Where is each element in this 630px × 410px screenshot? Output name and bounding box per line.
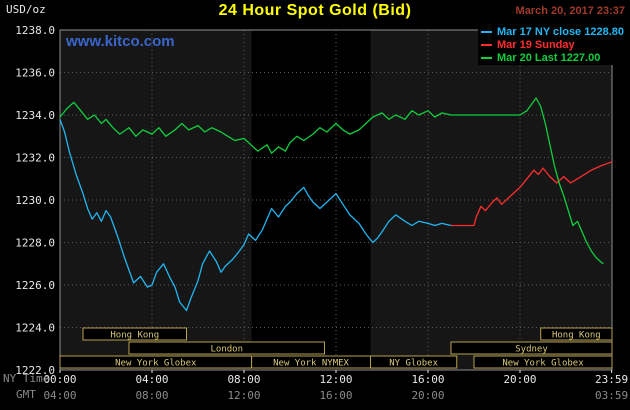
legend-label: Mar 20 Last 1227.00 — [497, 51, 601, 64]
series-mar-20 — [59, 97, 604, 265]
session-label: New York NYMEX — [273, 359, 349, 369]
x-tick-label-secondary: 03:59 — [595, 389, 628, 402]
session-label: Hong Kong — [110, 331, 159, 341]
y-tick-label: 1230.0 — [15, 194, 55, 207]
legend-label: Mar 17 NY close 1228.80 — [497, 25, 624, 38]
session-new-york-globex: New York Globex — [473, 355, 613, 369]
y-tick-label: 1238.0 — [15, 24, 55, 37]
session-ny-globex: NY Globex — [370, 355, 458, 369]
x-tick-label-secondary: 16:00 — [319, 389, 352, 402]
session-box — [473, 355, 613, 369]
legend-item: Mar 20 Last 1227.00 — [481, 51, 624, 64]
chart-legend: Mar 17 NY close 1228.80 Mar 19 Sunday Mar … — [478, 24, 627, 65]
session-label: NY Globex — [389, 359, 438, 369]
session-box — [370, 355, 458, 369]
x-tick-label-secondary: 12:00 — [227, 389, 260, 402]
kitco-watermark-link[interactable]: www.kitco.com — [66, 33, 175, 50]
session-label: Sydney — [515, 345, 548, 355]
x-tick-label-primary: 20:00 — [503, 373, 536, 386]
x-tick-label-secondary: 04:00 — [43, 389, 76, 402]
y-tick-label: 1234.0 — [15, 109, 55, 122]
y-axis-units-label: USD/oz — [6, 3, 46, 16]
x-tick-label-secondary: 20:00 — [411, 389, 444, 402]
x-tick-label-primary: 08:00 — [227, 373, 260, 386]
session-label: New York Globex — [115, 359, 197, 369]
x-tick-label-primary: 12:00 — [319, 373, 352, 386]
y-tick-label: 1232.0 — [15, 152, 55, 165]
x-axis-label-ny-time: NY Time — [3, 372, 50, 385]
y-tick-label: 1226.0 — [15, 279, 55, 292]
session-box — [128, 341, 325, 355]
x-tick-label-primary: 00:00 — [43, 373, 76, 386]
legend-color-dash-icon — [481, 56, 492, 59]
legend-color-dash-icon — [481, 30, 492, 33]
y-tick-label: 1224.0 — [15, 322, 55, 335]
legend-item: Mar 19 Sunday — [481, 38, 624, 51]
legend-color-dash-icon — [481, 43, 492, 46]
session-box — [450, 341, 613, 355]
legend-label: Mar 19 Sunday — [497, 38, 575, 51]
series-mar-17 — [59, 119, 452, 312]
session-label: New York Globex — [502, 359, 584, 369]
x-tick-label-primary: 23:59 — [595, 373, 628, 386]
legend-item: Mar 17 NY close 1228.80 — [481, 25, 624, 38]
x-axis-label-gmt: GMT — [16, 388, 36, 401]
session-hong-kong: Hong Kong — [82, 327, 187, 341]
y-tick-label: 1236.0 — [15, 67, 55, 80]
session-sydney: Sydney — [450, 341, 613, 355]
session-london: London — [128, 341, 325, 355]
session-box — [540, 327, 613, 341]
x-tick-label-primary: 16:00 — [411, 373, 444, 386]
y-tick-label: 1222.0 — [15, 364, 55, 377]
page-title: 24 Hour Spot Gold (Bid) — [218, 2, 412, 19]
session-box — [82, 327, 187, 341]
session-label: Hong Kong — [552, 331, 601, 341]
session-new-york-globex: New York Globex — [59, 355, 253, 369]
series-mar-19 — [451, 161, 613, 227]
y-tick-label: 1228.0 — [15, 237, 55, 250]
session-new-york-nymex: New York NYMEX — [251, 355, 371, 369]
x-tick-label-primary: 04:00 — [135, 373, 168, 386]
session-hong-kong: Hong Kong — [540, 327, 613, 341]
x-tick-label-secondary: 08:00 — [135, 389, 168, 402]
session-label: London — [210, 345, 243, 355]
chart-datetime: March 20, 2017 23:37 — [515, 5, 625, 17]
